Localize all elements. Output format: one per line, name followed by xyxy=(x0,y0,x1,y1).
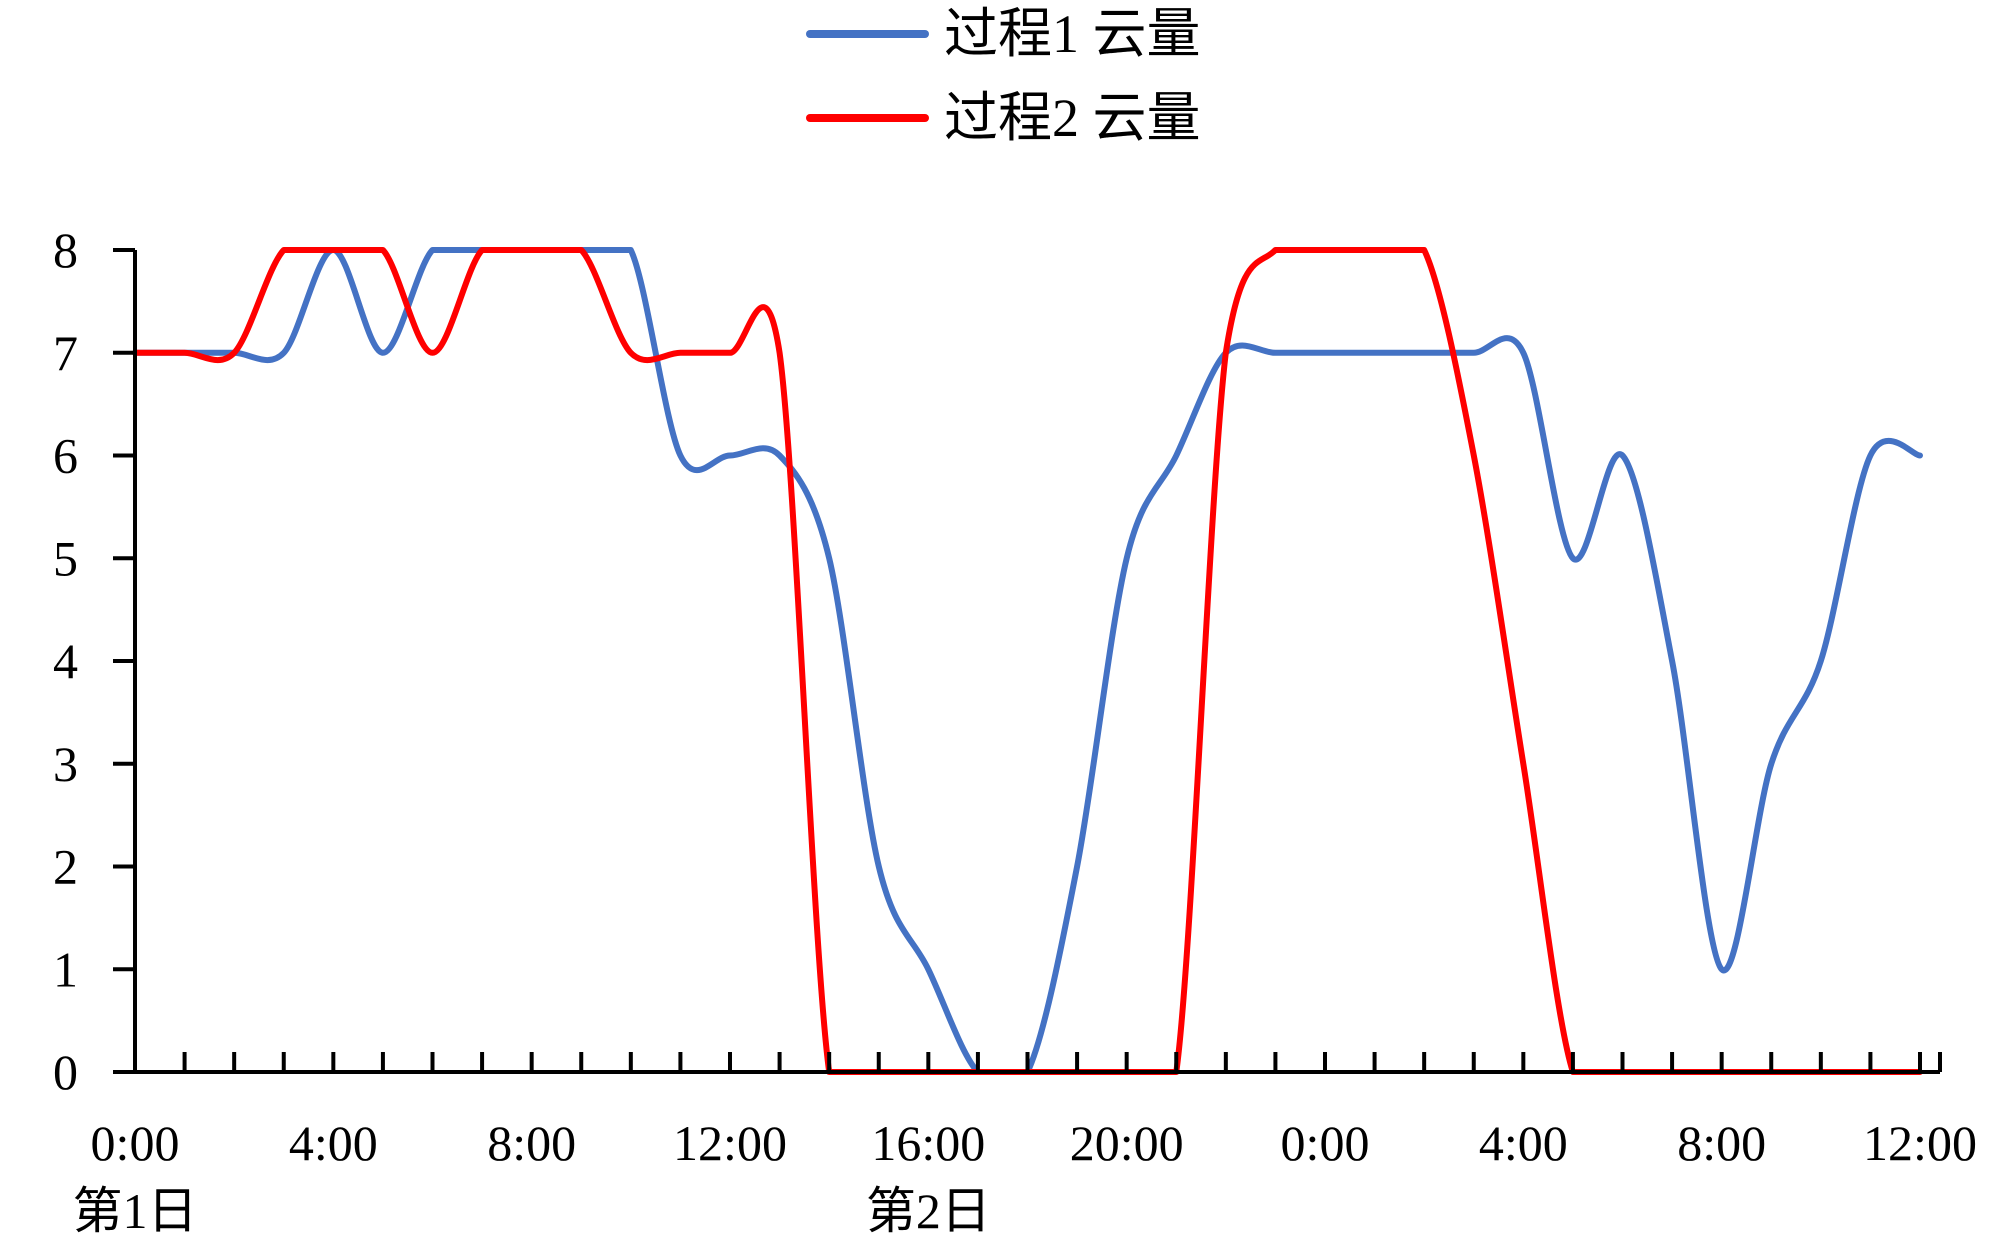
x-tick-label: 12:00 xyxy=(1863,1115,1977,1171)
y-tick-label: 5 xyxy=(53,530,78,586)
y-tick-label: 2 xyxy=(53,839,78,895)
x-tick-label: 0:00 xyxy=(1281,1115,1370,1171)
y-tick-label: 7 xyxy=(53,325,78,381)
x-tick-label: 16:00 xyxy=(871,1115,985,1171)
series-lines xyxy=(132,247,1923,1075)
x-tick-label: 8:00 xyxy=(1677,1115,1766,1171)
y-tick-label: 1 xyxy=(53,941,78,997)
y-tick-label: 8 xyxy=(53,222,78,278)
x-tick-label: 0:00 xyxy=(91,1115,180,1171)
y-axis-ticks: 0 1 2 3 4 5 6 7 8 xyxy=(53,222,135,1100)
x-axis-ticks: 0:00 4:00 8:00 12:00 16:00 20:00 0:00 4:00 8:00 1… xyxy=(73,1052,1977,1239)
x-tick-label: 12:00 xyxy=(673,1115,787,1171)
day-label: 第1日 xyxy=(73,1183,198,1239)
day-label: 第2日 xyxy=(866,1183,991,1239)
x-tick-label: 20:00 xyxy=(1070,1115,1184,1171)
y-tick-label: 0 xyxy=(53,1044,78,1100)
x-tick-label: 4:00 xyxy=(1479,1115,1568,1171)
y-tick-label: 3 xyxy=(53,736,78,792)
x-tick-label: 8:00 xyxy=(487,1115,576,1171)
legend-label-1: 过程1 云量 xyxy=(944,4,1201,64)
legend-label-2: 过程2 云量 xyxy=(944,88,1201,148)
y-tick-label: 4 xyxy=(53,633,78,689)
series-line-1 xyxy=(132,247,1923,1075)
series-line-2 xyxy=(132,247,1923,1075)
y-tick-label: 6 xyxy=(53,428,78,484)
x-tick-label: 4:00 xyxy=(289,1115,378,1171)
